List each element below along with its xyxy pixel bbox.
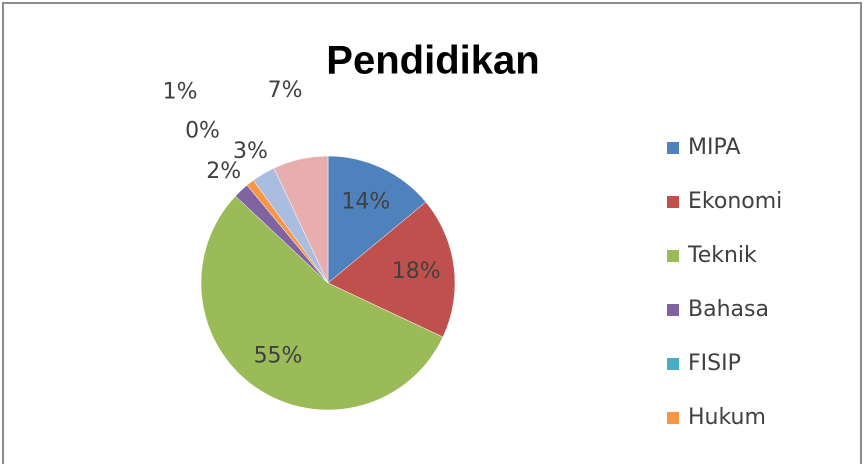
data-label: 18%	[392, 259, 441, 284]
legend-swatch	[667, 142, 679, 154]
legend-swatch	[667, 304, 679, 316]
pie-slice	[273, 155, 329, 284]
data-label: 55%	[254, 344, 303, 369]
data-label: 14%	[341, 190, 390, 215]
data-label: 1%	[163, 79, 198, 104]
legend-label: Hukum	[688, 405, 766, 430]
legend-label: FISIP	[688, 351, 741, 376]
chart-title: Pendidikan	[326, 39, 539, 83]
data-label: 0%	[185, 118, 220, 143]
pie-slice	[327, 201, 456, 338]
legend-label: Ekonomi	[688, 189, 782, 214]
data-label: 3%	[233, 139, 268, 164]
data-label: 2%	[206, 159, 241, 184]
legend-label: Teknik	[687, 243, 757, 268]
pie-slice	[200, 195, 444, 411]
legend-swatch	[667, 412, 679, 424]
legend-label: Bahasa	[688, 297, 769, 322]
legend-swatch	[667, 250, 679, 262]
legend-label: MIPA	[688, 135, 740, 160]
pie-slice	[327, 155, 427, 284]
legend-swatch	[667, 358, 679, 370]
legend-swatch	[667, 196, 679, 208]
data-label: 7%	[268, 78, 303, 103]
